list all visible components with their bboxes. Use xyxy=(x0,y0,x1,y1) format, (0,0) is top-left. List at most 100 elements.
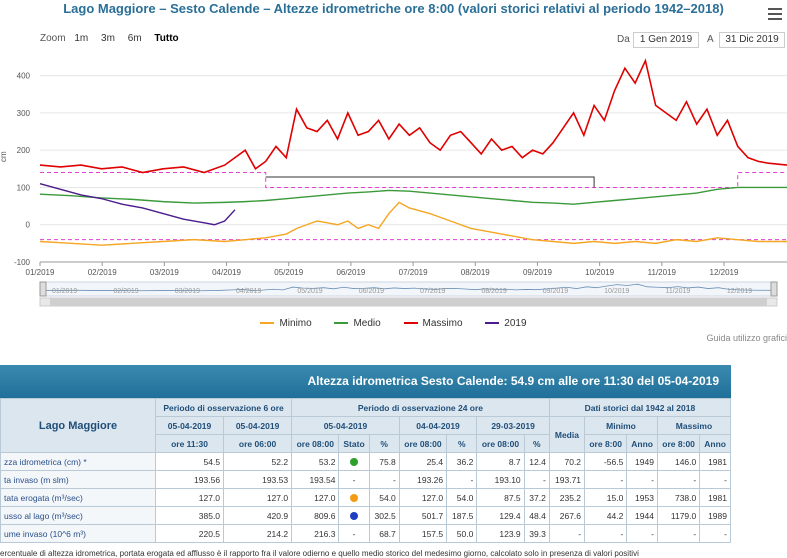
table-cell: - xyxy=(548,524,586,543)
date-header: 05-04-2019 xyxy=(154,416,225,435)
table-cell: 87.5 xyxy=(476,488,525,507)
scrollbar-thumb[interactable] xyxy=(50,298,767,306)
x-tick-label: 08/2019 xyxy=(461,268,490,277)
table-cell: 146.0 xyxy=(656,452,701,471)
sub-header: ore 11:30 xyxy=(154,434,225,453)
sub-header: ore 8:00 xyxy=(584,434,628,453)
table-cell: 54.0 xyxy=(368,488,400,507)
table-cell: 52.2 xyxy=(223,452,293,471)
sub-header: Anno xyxy=(626,434,658,453)
x-tick-label: 02/2019 xyxy=(88,268,117,277)
zoom-selector: Zoom 1m 3m 6m Tutto xyxy=(40,33,183,44)
navigator-tick-label: 04/2019 xyxy=(236,288,261,295)
navigator-tick-label: 01/2019 xyxy=(52,288,77,295)
navigator-tick-label: 02/2019 xyxy=(113,288,138,295)
legend-item-massimo[interactable]: Massimo xyxy=(403,318,463,329)
zoom-3m-button[interactable]: 3m xyxy=(101,33,115,44)
reference-line-upper xyxy=(40,172,787,188)
period24-header: Periodo di osservazione 24 ore xyxy=(291,398,550,417)
table-cell: 267.6 xyxy=(548,506,586,525)
table-cell: 187.5 xyxy=(446,506,478,525)
zoom-6m-button[interactable]: 6m xyxy=(127,33,142,44)
chart-legend: Minimo Medio Massimo 2019 xyxy=(0,318,787,329)
footnote: ercentuale di altezza idrometrica, porta… xyxy=(0,549,639,558)
table-cell: 129.4 xyxy=(476,506,525,525)
navigator-handle-right[interactable] xyxy=(770,281,778,297)
y-axis-label: cm xyxy=(0,151,8,162)
table-cell: 127.0 xyxy=(154,488,225,507)
table-row: zza idrometrica (cm) * 54.5 52.2 53.2 75.8 25… xyxy=(0,452,731,471)
navigator-tick-label: 09/2019 xyxy=(543,288,568,295)
table-cell: 302.5 xyxy=(368,506,400,525)
table-cell: 50.0 xyxy=(446,524,478,543)
table-cell: 216.3 xyxy=(291,524,340,543)
status-dot xyxy=(350,458,359,467)
table-row: tata erogata (m³/sec) 127.0 127.0 127.0 54.0… xyxy=(0,488,731,507)
table-cell: 193.10 xyxy=(476,470,525,489)
sub-header: Stato xyxy=(338,434,370,453)
table-cell: 1949 xyxy=(626,452,658,471)
status-dot xyxy=(350,494,359,503)
table-cell: 12.4 xyxy=(523,452,550,471)
x-tick-label: 12/2019 xyxy=(710,268,739,277)
table-cell: 127.0 xyxy=(291,488,340,507)
legend-item-2019[interactable]: 2019 xyxy=(485,318,527,329)
x-tick-label: 03/2019 xyxy=(150,268,179,277)
legend-item-medio[interactable]: Medio xyxy=(334,318,381,329)
table-cell: - xyxy=(584,524,628,543)
date-header: 04-04-2019 xyxy=(398,416,478,435)
from-date-input[interactable]: 1 Gen 2019 xyxy=(633,32,699,48)
to-date-input[interactable]: 31 Dic 2019 xyxy=(719,32,785,48)
x-tick-label: 05/2019 xyxy=(274,268,303,277)
table-cell: 127.0 xyxy=(398,488,448,507)
table-cell: 1953 xyxy=(626,488,658,507)
table-row: ume invaso (10^6 m³) 220.5 214.2 216.3-68.7… xyxy=(0,524,731,543)
guide-link[interactable]: Guida utilizzo grafici xyxy=(706,333,787,343)
table-cell: 193.71 xyxy=(548,470,586,489)
table-cell: - xyxy=(626,524,658,543)
date-header: 05-04-2019 xyxy=(223,416,293,435)
lake-name: Lago Maggiore xyxy=(0,398,156,453)
table-cell: 39.3 xyxy=(523,524,550,543)
status-dot-cell xyxy=(338,506,370,525)
zoom-1m-button[interactable]: 1m xyxy=(74,33,89,44)
table-cell: 127.0 xyxy=(223,488,293,507)
y-tick-label: 100 xyxy=(17,183,31,192)
table-cell: 1179.0 xyxy=(656,506,701,525)
sub-header: Anno xyxy=(699,434,731,453)
table-cell: - xyxy=(584,470,628,489)
legend-item-minimo[interactable]: Minimo xyxy=(260,318,312,329)
navigator-tick-label: 07/2019 xyxy=(420,288,445,295)
table-cell: 157.5 xyxy=(398,524,448,543)
from-label: Da xyxy=(617,34,630,45)
y-tick-label: 0 xyxy=(26,221,31,230)
sub-header: % xyxy=(368,434,400,453)
x-tick-label: 09/2019 xyxy=(523,268,552,277)
table-cell: - xyxy=(656,470,701,489)
table-cell: 123.9 xyxy=(476,524,525,543)
historic-header: Dati storici dal 1942 al 2018 xyxy=(548,398,732,417)
x-tick-label: 01/2019 xyxy=(26,268,55,277)
series-line-2019 xyxy=(39,183,236,226)
table-cell: 68.7 xyxy=(368,524,400,543)
x-tick-label: 06/2019 xyxy=(336,268,365,277)
zoom-all-button[interactable]: Tutto xyxy=(154,33,179,44)
status-dot-cell xyxy=(338,488,370,507)
table-cell: - xyxy=(626,470,658,489)
series-line-massimo xyxy=(39,58,787,174)
navigator-handle-left[interactable] xyxy=(39,281,47,297)
menu-icon[interactable] xyxy=(768,8,782,20)
navigator-tick-label: 06/2019 xyxy=(359,288,384,295)
date-header: 29-03-2019 xyxy=(476,416,550,435)
navigator-series xyxy=(39,283,778,292)
table-cell: 44.2 xyxy=(584,506,628,525)
status-dot-cell xyxy=(338,452,370,471)
table-cell: 193.54 xyxy=(291,470,340,489)
table-cell: 214.2 xyxy=(223,524,293,543)
page-title: Lago Maggiore – Sesto Calende – Altezze … xyxy=(63,1,724,16)
series-line-medio xyxy=(39,186,787,205)
row-label: zza idrometrica (cm) * xyxy=(0,452,156,471)
status-dot xyxy=(350,512,359,521)
period6-header: Periodo di osservazione 6 ore xyxy=(154,398,293,417)
to-label: A xyxy=(707,34,714,45)
